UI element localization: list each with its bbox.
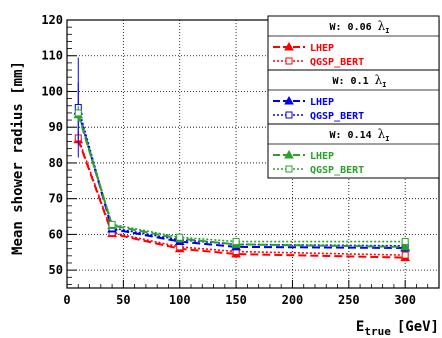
legend-title-symbol: λ [378, 19, 386, 33]
legend-swatch-marker [285, 111, 293, 119]
legend-title-sub: I [385, 135, 389, 143]
x-tick-label: 150 [225, 293, 247, 307]
data-point [176, 233, 184, 241]
y-tick-label: 80 [49, 156, 63, 170]
y-tick-label: 120 [41, 13, 63, 27]
series-layer [73, 57, 411, 262]
x-axis-title-main: E [356, 319, 364, 335]
x-axis-title-unit: [GeV] [397, 319, 439, 335]
legend-title-text: W: 0.06 [330, 22, 378, 33]
legend-box [267, 123, 440, 179]
legend-title-text: W: 0.1 [333, 76, 375, 87]
legend-entry-lhep: LHEP [273, 41, 334, 54]
legend-title-symbol: λ [375, 73, 383, 87]
x-tick-label: 100 [169, 293, 191, 307]
legend-swatch-marker [284, 149, 294, 159]
legend-box [267, 15, 440, 71]
legend-label: LHEP [310, 97, 334, 108]
legend-title-symbol: λ [378, 127, 386, 141]
legend-swatch-marker [284, 41, 294, 51]
data-point [232, 238, 240, 246]
legend-swatch-marker [284, 95, 294, 105]
legend-entry-qgsp-bert: QGSP_BERT [273, 111, 364, 122]
y-axis-title: Mean shower radius [mm] [10, 61, 26, 255]
x-tick-label: 300 [394, 293, 416, 307]
series-3-qgsp-bert [74, 105, 409, 246]
x-tick-label: 50 [116, 293, 130, 307]
x-tick-label: 0 [63, 293, 70, 307]
y-tick-label: 90 [49, 120, 63, 134]
legend-title-sub: I [385, 27, 389, 35]
x-tick-label: 250 [338, 293, 360, 307]
data-point [74, 109, 82, 117]
legend-group-1: W: 0.06 λI LHEP QGSP_BERT [267, 15, 440, 71]
legend-group-3: W: 0.14 λI LHEP QGSP_BERT [267, 123, 440, 179]
axis-ticks: 0 50 100 150 200 250 300 50 60 70 80 90 100 110 120 [41, 13, 429, 307]
legend-entry-lhep: LHEP [273, 149, 334, 162]
legend-label: QGSP_BERT [310, 111, 364, 122]
legend-label: LHEP [310, 151, 334, 162]
legend-group-2: W: 0.1 λI LHEP QGSP_BERT [267, 69, 440, 125]
y-tick-label: 110 [41, 49, 63, 63]
legend-entry-qgsp-bert: QGSP_BERT [273, 57, 364, 68]
legend-label: LHEP [310, 43, 334, 54]
legend-title: W: 0.14 λI [330, 127, 390, 143]
data-point [401, 251, 409, 259]
legend-entry-lhep: LHEP [273, 95, 334, 108]
y-tick-label: 100 [41, 84, 63, 98]
x-axis-title-sub: true [364, 325, 391, 338]
legend-title-sub: I [382, 81, 386, 89]
y-tick-label: 50 [49, 263, 63, 277]
x-axis-title: Etrue [GeV] [356, 319, 439, 338]
legend-swatch-marker [285, 165, 293, 173]
legend-box [267, 69, 440, 125]
data-point [400, 241, 411, 251]
legend-title: W: 0.1 λI [333, 73, 387, 89]
legend-title: W: 0.06 λI [330, 19, 390, 35]
data-point [401, 238, 409, 246]
legend-title-text: W: 0.14 [330, 130, 378, 141]
y-tick-label: 60 [49, 227, 63, 241]
legend-label: QGSP_BERT [310, 165, 364, 176]
y-tick-label: 70 [49, 192, 63, 206]
x-tick-label: 200 [282, 293, 304, 307]
legend-label: QGSP_BERT [310, 57, 364, 68]
data-point [108, 220, 116, 228]
legend-entry-qgsp-bert: QGSP_BERT [273, 165, 364, 176]
series-line [77, 110, 406, 249]
legend-swatch-marker [285, 57, 293, 65]
